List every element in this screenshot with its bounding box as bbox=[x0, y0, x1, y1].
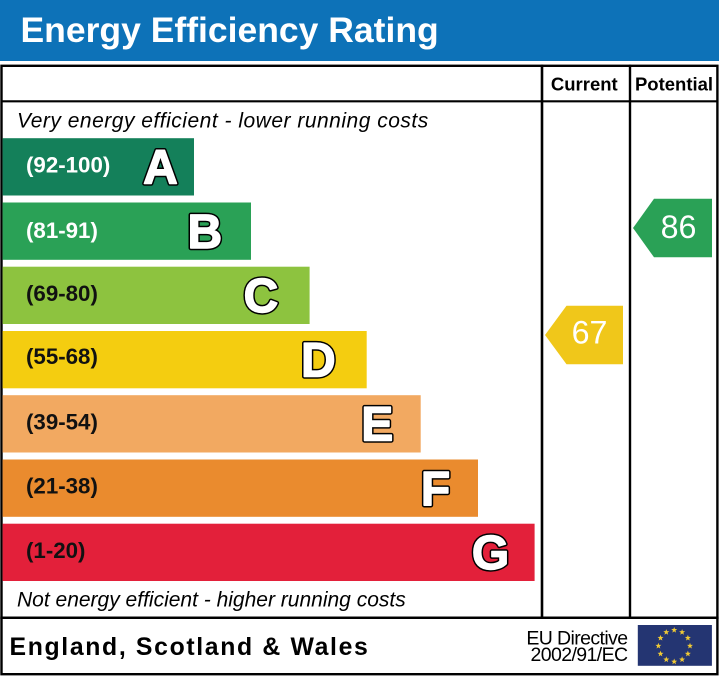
svg-text:B: B bbox=[187, 206, 222, 259]
svg-text:Not energy efficient - higher: Not energy efficient - higher running co… bbox=[17, 589, 406, 612]
svg-text:B: B bbox=[187, 206, 222, 259]
svg-text:G: G bbox=[472, 527, 509, 580]
svg-text:(39-54): (39-54) bbox=[26, 410, 98, 435]
svg-text:EU Directive: EU Directive bbox=[526, 627, 627, 649]
svg-text:Very energy efficient - lower: Very energy efficient - lower running co… bbox=[17, 109, 429, 132]
svg-text:F: F bbox=[421, 463, 450, 516]
svg-text:(69-80): (69-80) bbox=[26, 281, 98, 306]
svg-text:England, Scotland & Wales: England, Scotland & Wales bbox=[10, 634, 370, 661]
svg-text:Energy Efficiency Rating: Energy Efficiency Rating bbox=[21, 10, 439, 50]
svg-text:Potential: Potential bbox=[635, 74, 713, 95]
svg-text:(1-20): (1-20) bbox=[26, 538, 85, 563]
svg-text:A: A bbox=[143, 142, 178, 195]
svg-text:E: E bbox=[361, 399, 393, 452]
svg-text:(55-68): (55-68) bbox=[26, 344, 98, 369]
svg-text:(81-91): (81-91) bbox=[26, 218, 98, 243]
svg-text:86: 86 bbox=[661, 209, 697, 245]
svg-text:A: A bbox=[143, 142, 178, 195]
svg-text:D: D bbox=[301, 334, 336, 387]
svg-text:2002/91/EC: 2002/91/EC bbox=[531, 644, 629, 666]
svg-text:(21-38): (21-38) bbox=[26, 474, 98, 499]
svg-text:(92-100): (92-100) bbox=[26, 153, 110, 178]
svg-text:G: G bbox=[472, 527, 509, 580]
svg-text:E: E bbox=[361, 399, 393, 452]
svg-text:67: 67 bbox=[572, 315, 608, 351]
svg-text:F: F bbox=[421, 463, 450, 516]
svg-text:C: C bbox=[244, 270, 279, 323]
svg-text:D: D bbox=[301, 334, 336, 387]
svg-text:Current: Current bbox=[551, 74, 618, 95]
svg-text:C: C bbox=[244, 270, 279, 323]
